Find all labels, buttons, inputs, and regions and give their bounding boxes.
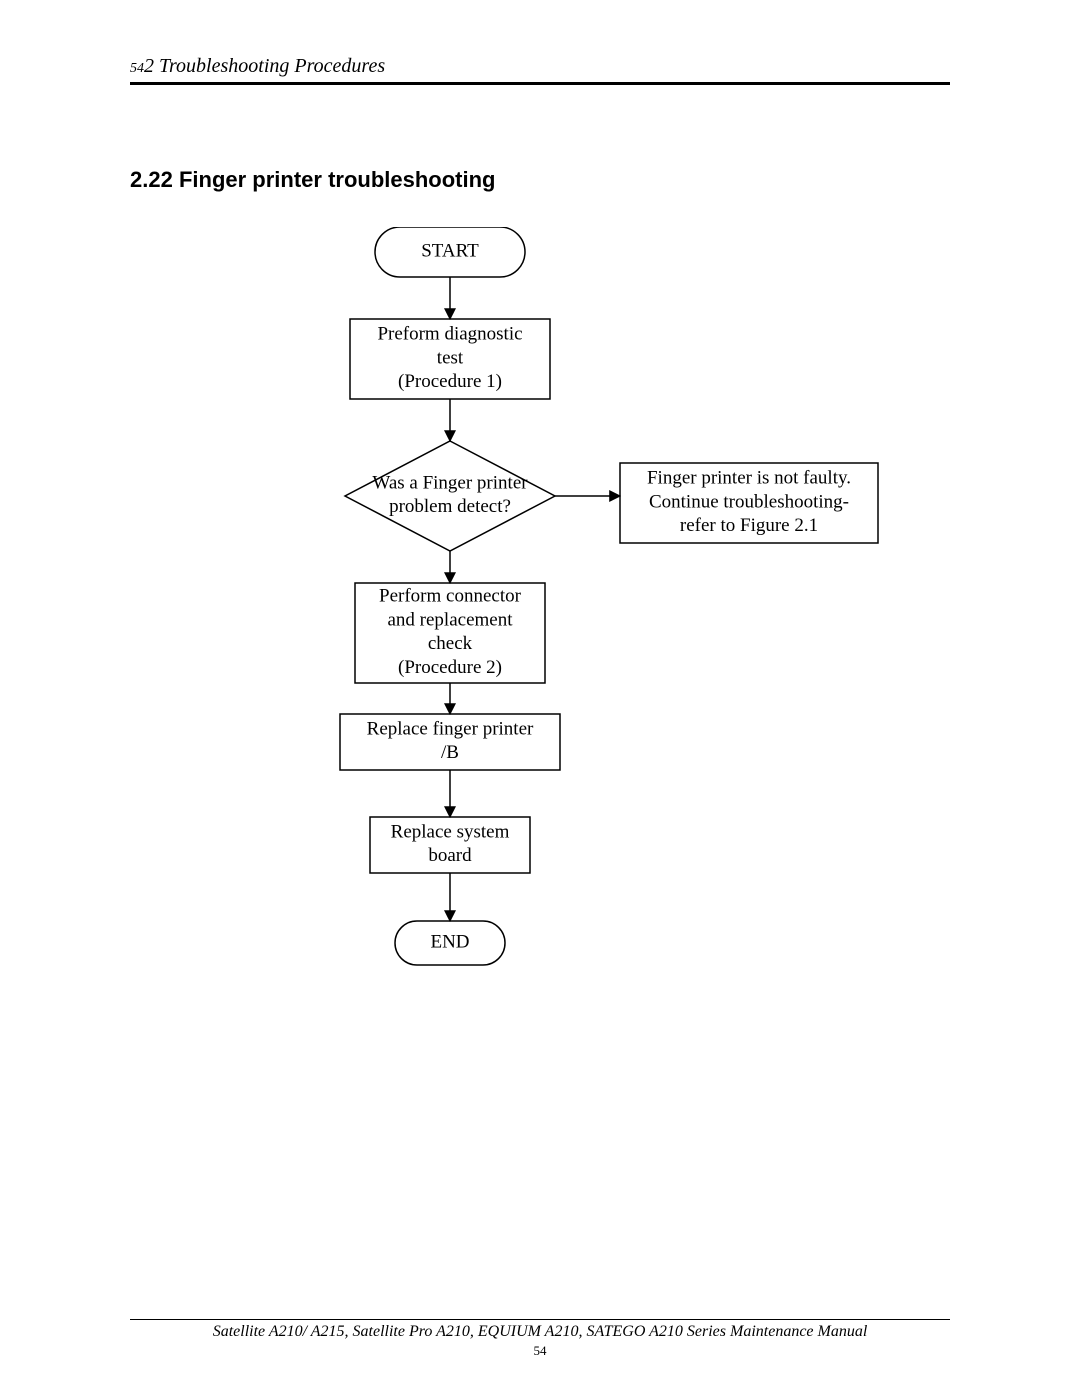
svg-text:Preform diagnostic: Preform diagnostic	[377, 324, 522, 345]
svg-text:board: board	[428, 845, 472, 866]
svg-text:/B: /B	[441, 742, 459, 763]
svg-text:Was a Finger printer: Was a Finger printer	[372, 472, 528, 493]
svg-text:refer to Figure 2.1: refer to Figure 2.1	[680, 515, 818, 536]
footer-text: Satellite A210/ A215, Satellite Pro A210…	[213, 1323, 868, 1340]
svg-text:(Procedure 2): (Procedure 2)	[398, 657, 502, 678]
running-header: 542 Troubleshooting Procedures	[130, 55, 950, 85]
svg-text:Replace finger printer: Replace finger printer	[367, 718, 534, 739]
page-footer: Satellite A210/ A215, Satellite Pro A210…	[130, 1319, 950, 1359]
svg-text:and replacement: and replacement	[387, 609, 513, 630]
svg-text:test: test	[437, 347, 464, 368]
section-number: 2.22	[130, 167, 173, 192]
svg-text:check: check	[428, 633, 473, 654]
svg-text:problem detect?: problem detect?	[389, 496, 511, 517]
header-text: 2 Troubleshooting Procedures	[144, 55, 385, 77]
flowchart-svg: START Preform diagnostictest (Procedure 1)…	[240, 227, 960, 987]
header-page-number: 54	[130, 61, 144, 76]
section-heading: 2.22 Finger printer troubleshooting	[130, 167, 950, 193]
footer-page-number: 54	[130, 1343, 950, 1359]
page: 542 Troubleshooting Procedures 2.22 Fing…	[0, 0, 1080, 1397]
svg-text:START: START	[421, 240, 479, 261]
flowchart: START Preform diagnostictest (Procedure 1)…	[240, 227, 960, 987]
svg-text:Continue troubleshooting-: Continue troubleshooting-	[649, 491, 849, 512]
svg-text:Perform connector: Perform connector	[379, 586, 522, 607]
section-title-text: Finger printer troubleshooting	[179, 167, 496, 192]
svg-text:Finger printer is not faulty.: Finger printer is not faulty.	[647, 468, 851, 489]
svg-text:Replace system: Replace system	[391, 821, 510, 842]
svg-text:END: END	[430, 931, 469, 952]
svg-text:(Procedure 1): (Procedure 1)	[398, 371, 502, 392]
